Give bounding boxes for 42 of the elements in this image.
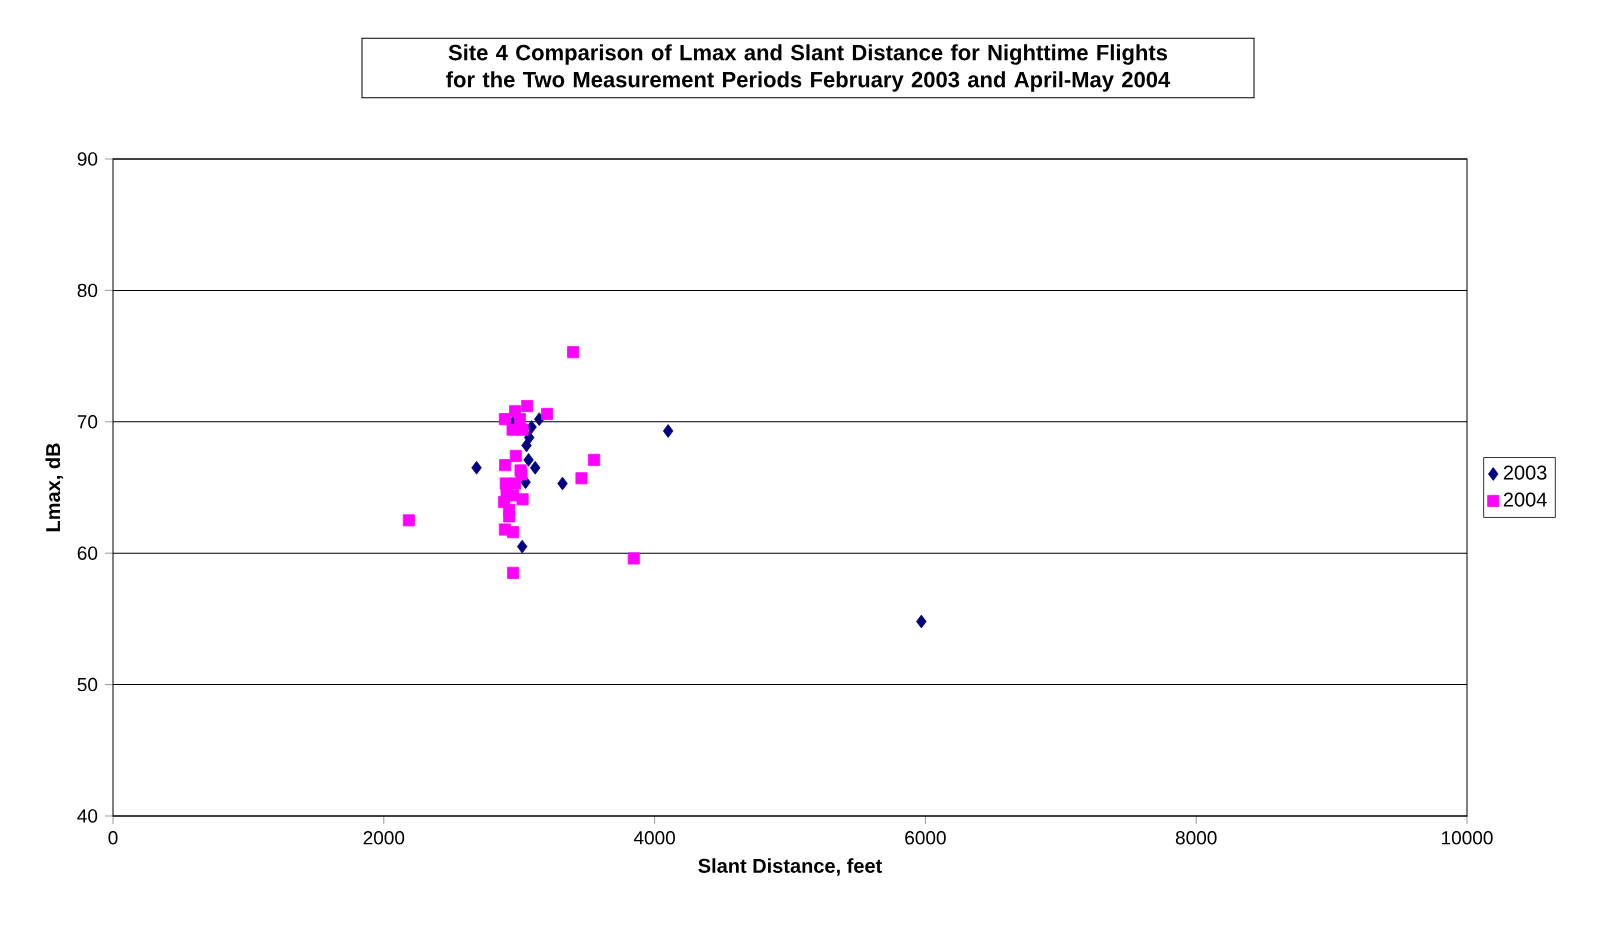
point xyxy=(507,526,520,539)
point xyxy=(521,438,532,453)
point xyxy=(541,407,554,420)
y-tick-label: 80 xyxy=(77,283,98,298)
point xyxy=(508,477,521,490)
point xyxy=(498,413,511,426)
point xyxy=(575,472,588,485)
y-tick-label: 70 xyxy=(77,415,98,429)
point xyxy=(523,453,534,467)
point xyxy=(516,423,529,436)
x-tick-label: 8000 xyxy=(1175,831,1217,845)
point xyxy=(402,514,415,527)
point xyxy=(526,420,537,434)
chart-title: Site 4 Comparison of Lmax and Slant Distance for Nighttime Flights for the Two Measurement Periods February 2003 and April-May 2004 xyxy=(446,44,1171,92)
point xyxy=(662,424,674,438)
point xyxy=(503,510,516,523)
point xyxy=(567,346,580,359)
x-axis-title: Slant Distance, feet xyxy=(698,858,882,876)
legend-label: 2003 xyxy=(1503,465,1547,480)
x-tick-label: 6000 xyxy=(905,831,946,845)
point xyxy=(627,552,640,565)
point xyxy=(588,453,601,466)
point xyxy=(499,459,512,472)
point xyxy=(916,614,927,629)
x-tick-label: 0 xyxy=(108,831,118,845)
y-tick-label: 60 xyxy=(77,546,98,560)
x-tick-label: 2000 xyxy=(363,831,405,845)
point xyxy=(516,493,529,506)
y-tick-label: 40 xyxy=(77,809,98,823)
point xyxy=(521,400,534,413)
point xyxy=(507,566,520,579)
point xyxy=(471,460,482,475)
y-tick-label: 90 xyxy=(77,152,98,166)
point xyxy=(529,460,541,475)
point xyxy=(516,539,528,554)
legend-label: 2004 xyxy=(1503,492,1547,507)
y-tick-label: 50 xyxy=(77,677,98,692)
point xyxy=(557,476,568,491)
x-tick-label: 10000 xyxy=(1442,831,1493,845)
y-axis-title: Lmax, dB xyxy=(45,443,64,532)
x-tick-label: 4000 xyxy=(633,831,675,845)
point xyxy=(509,449,522,462)
